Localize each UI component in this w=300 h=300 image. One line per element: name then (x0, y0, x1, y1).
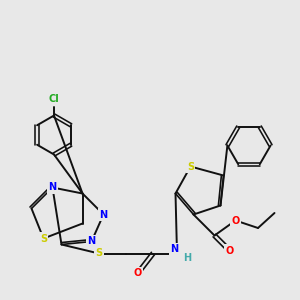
Text: S: S (95, 248, 103, 259)
Text: N: N (87, 236, 96, 247)
Text: N: N (48, 182, 57, 193)
Text: H: H (183, 253, 192, 263)
Text: Cl: Cl (49, 94, 59, 104)
Text: O: O (231, 215, 240, 226)
Text: N: N (170, 244, 178, 254)
Text: S: S (187, 161, 194, 172)
Text: O: O (225, 245, 234, 256)
Text: O: O (134, 268, 142, 278)
Text: N: N (99, 209, 108, 220)
Text: S: S (40, 233, 47, 244)
